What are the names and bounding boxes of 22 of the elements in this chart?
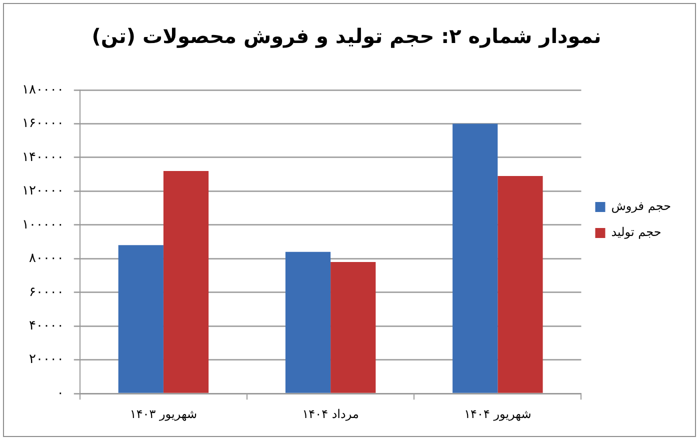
x-tick-label: شهریور ۱۴۰۴ [464, 406, 532, 421]
y-tick-label: ۰ [56, 386, 64, 401]
y-tick-label: ۲۰۰۰۰ [28, 352, 64, 368]
bar [118, 245, 164, 393]
y-tick-label: ۸۰۰۰۰ [28, 251, 64, 266]
bar [330, 262, 376, 393]
y-tick-label: ۴۰۰۰۰ [28, 318, 64, 334]
y-tick-label: ۱۲۰۰۰۰ [22, 184, 64, 199]
legend-label: حجم تولید [611, 225, 662, 240]
bar [452, 124, 498, 393]
chart-title: نمودار شماره ۲: حجم تولید و فروش محصولات (تن) [92, 24, 602, 48]
bar [285, 252, 331, 393]
x-tick-label: مرداد ۱۴۰۴ [302, 406, 359, 421]
y-tick-label: ۱۶۰۰۰۰ [22, 116, 64, 132]
bar [163, 170, 209, 393]
x-tick-label: شهریور ۱۴۰۳ [130, 406, 198, 421]
y-tick-label: ۱۴۰۰۰۰ [22, 150, 64, 165]
y-tick-label: ۱۰۰۰۰۰ [22, 217, 64, 232]
legend-label: حجم فروش [611, 199, 671, 214]
y-tick-label: ۱۸۰۰۰۰ [22, 82, 64, 98]
bar [498, 176, 543, 393]
y-tick-label: ۶۰۰۰۰ [28, 284, 64, 300]
